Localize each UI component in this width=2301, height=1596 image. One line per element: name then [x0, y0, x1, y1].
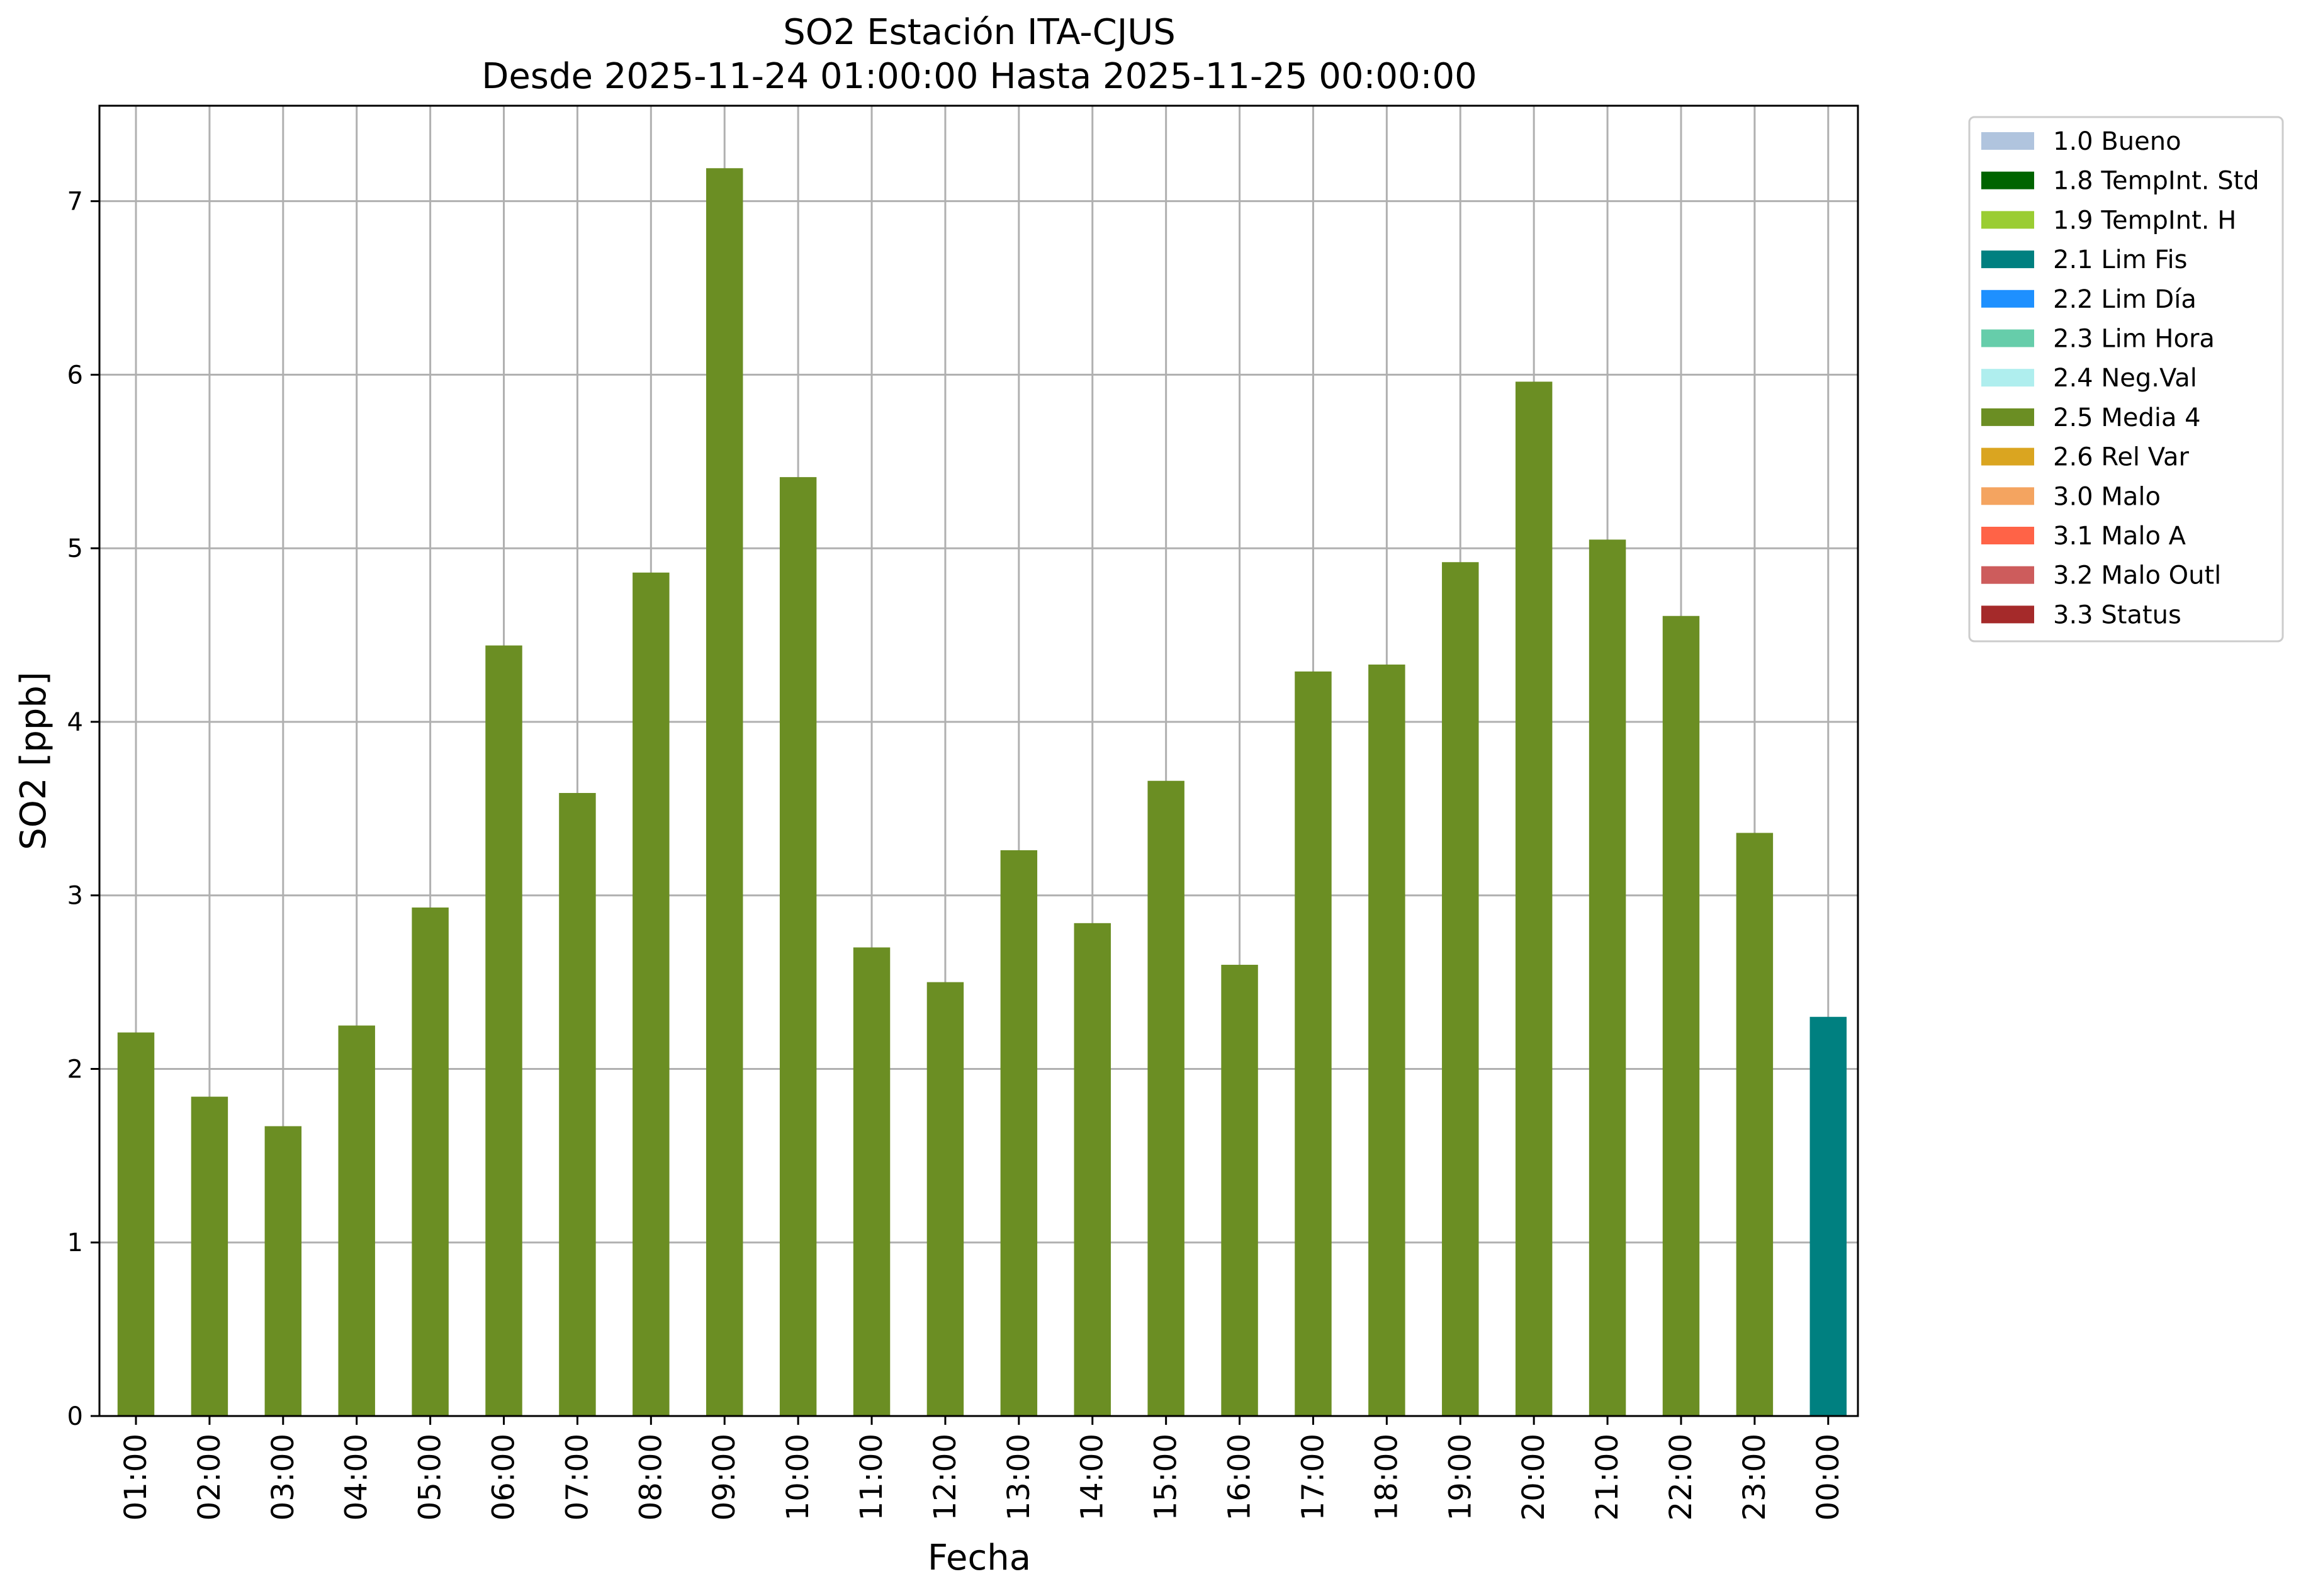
legend-swatch — [1981, 369, 2034, 387]
x-tick-label: 23:00 — [1737, 1434, 1772, 1520]
legend-swatch — [1981, 250, 2034, 269]
y-tick-label: 4 — [67, 708, 83, 737]
y-tick-label: 1 — [67, 1228, 83, 1257]
x-axis-label: Fecha — [928, 1537, 1031, 1578]
legend-swatch — [1981, 447, 2034, 466]
x-tick-label: 10:00 — [780, 1434, 816, 1520]
bar — [1442, 562, 1479, 1417]
bar — [264, 1126, 302, 1416]
x-tick-label: 20:00 — [1516, 1434, 1551, 1520]
legend: 1.0 Bueno 1.8 TempInt. Std 1.9 TempInt. H 2… — [1968, 116, 2284, 643]
y-tick-label: 5 — [67, 534, 83, 563]
legend-label: 3.1 Malo A — [2053, 522, 2186, 551]
x-tick-label: 11:00 — [854, 1434, 889, 1520]
y-tick-label: 2 — [67, 1055, 83, 1084]
x-tick-label: 02:00 — [192, 1434, 227, 1520]
legend-swatch — [1981, 211, 2034, 229]
x-tick-label: 07:00 — [560, 1434, 595, 1520]
legend-swatch — [1981, 487, 2034, 505]
chart-title: SO2 Estación ITA-CJUS — [783, 12, 1176, 53]
bars — [117, 168, 1847, 1417]
y-tick-label: 7 — [67, 188, 83, 216]
x-tick-label: 19:00 — [1443, 1434, 1478, 1520]
y-ticks: 0 1 2 3 4 5 6 7 — [67, 188, 99, 1431]
y-axis-label: SO2 [ppb] — [13, 672, 54, 850]
bar — [1000, 850, 1038, 1416]
legend-label: 3.0 Malo — [2053, 482, 2161, 511]
legend-label: 2.5 Media 4 — [2053, 403, 2201, 432]
bar — [1147, 780, 1184, 1416]
legend-label: 3.2 Malo Outl — [2053, 561, 2221, 590]
x-tick-label: 08:00 — [633, 1434, 668, 1520]
x-tick-label: 17:00 — [1295, 1434, 1331, 1520]
chart-subtitle: Desde 2025-11-24 01:00:00 Hasta 2025-11-… — [481, 56, 1477, 97]
x-tick-label: 18:00 — [1369, 1434, 1404, 1520]
legend-label: 2.4 Neg.Val — [2053, 364, 2197, 393]
bar — [779, 477, 817, 1416]
bar — [1295, 671, 1332, 1416]
bar — [559, 793, 596, 1416]
bar — [485, 645, 522, 1416]
y-tick-label: 6 — [67, 361, 83, 390]
legend-swatch — [1981, 329, 2034, 347]
bar — [1809, 1016, 1847, 1416]
x-tick-label: 04:00 — [339, 1434, 374, 1520]
legend-label: 2.3 Lim Hora — [2053, 325, 2215, 354]
legend-label: 1.8 TempInt. Std — [2053, 167, 2259, 196]
legend-swatch — [1981, 566, 2034, 584]
legend-label: 1.0 Bueno — [2053, 127, 2181, 156]
plot-frame — [98, 104, 1859, 1417]
bar — [412, 908, 449, 1416]
legend-label: 1.9 TempInt. H — [2053, 206, 2236, 235]
x-tick-label: 12:00 — [928, 1434, 963, 1520]
bar — [338, 1025, 375, 1416]
bar — [633, 572, 670, 1417]
bar — [1368, 664, 1405, 1416]
x-tick-label: 06:00 — [487, 1434, 522, 1520]
bar — [117, 1032, 155, 1416]
x-tick-label: 05:00 — [413, 1434, 448, 1520]
bar — [1662, 615, 1700, 1417]
bar — [1074, 923, 1111, 1416]
x-tick-label: 01:00 — [118, 1434, 154, 1520]
legend-label: 2.2 Lim Día — [2053, 285, 2197, 314]
bar — [853, 947, 891, 1416]
x-ticks: 01:00 02:00 03:00 04:00 05:00 06:00 07:00 08:00… — [118, 1416, 1846, 1520]
x-tick-label: 22:00 — [1663, 1434, 1699, 1520]
x-tick-label: 16:00 — [1222, 1434, 1257, 1520]
legend-label: 3.3 Status — [2053, 600, 2181, 629]
legend-label: 2.6 Rel Var — [2053, 443, 2190, 472]
x-tick-label: 09:00 — [707, 1434, 742, 1520]
bar — [191, 1096, 228, 1416]
x-tick-label: 15:00 — [1149, 1434, 1184, 1520]
bar — [926, 982, 964, 1416]
y-tick-label: 0 — [67, 1402, 83, 1431]
legend-label: 2.1 Lim Fis — [2053, 245, 2187, 274]
x-tick-label: 14:00 — [1075, 1434, 1110, 1520]
legend-box — [1968, 116, 2284, 643]
x-tick-label: 21:00 — [1590, 1434, 1625, 1520]
x-tick-label: 13:00 — [1001, 1434, 1037, 1520]
bar — [1736, 833, 1774, 1416]
bar — [1589, 539, 1626, 1416]
legend-swatch — [1981, 289, 2034, 308]
bar — [706, 168, 743, 1416]
x-tick-label: 03:00 — [266, 1434, 301, 1520]
legend-swatch — [1981, 408, 2034, 426]
legend-swatch — [1981, 171, 2034, 189]
legend-swatch — [1981, 605, 2034, 624]
legend-swatch — [1981, 132, 2034, 150]
x-tick-label: 00:00 — [1811, 1434, 1846, 1520]
bar — [1515, 381, 1553, 1416]
bar — [1221, 965, 1258, 1416]
legend-swatch — [1981, 527, 2034, 544]
y-tick-label: 3 — [67, 882, 83, 911]
